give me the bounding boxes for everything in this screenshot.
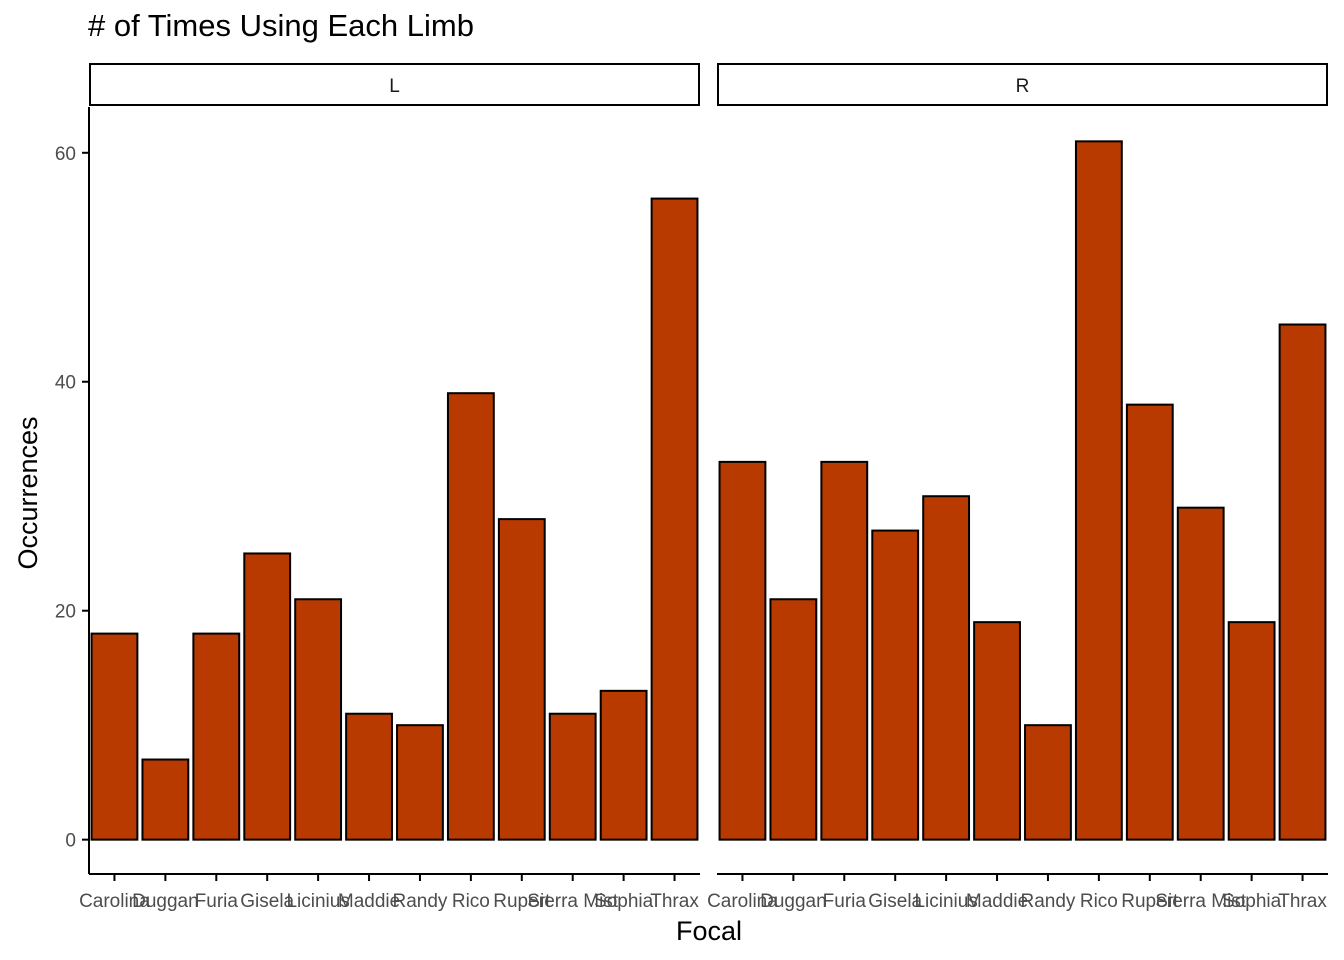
bar xyxy=(973,621,1021,841)
bar xyxy=(820,460,869,841)
bar xyxy=(141,758,190,841)
y-axis: 0 20 40 60 xyxy=(55,107,90,874)
y-tick-label: 60 xyxy=(55,144,76,165)
y-axis-title: Occurrences xyxy=(13,416,43,569)
bar xyxy=(650,197,699,841)
bar xyxy=(769,598,818,841)
x-tick-label: Sophia xyxy=(1222,891,1282,912)
x-tick-label: Duggan xyxy=(760,891,827,912)
x-axis-title: Focal xyxy=(676,916,742,946)
x-tick-label: Randy xyxy=(1020,891,1075,912)
bar xyxy=(446,392,495,841)
bar xyxy=(599,689,648,841)
bar xyxy=(1074,140,1123,841)
x-tick-label: Carolina xyxy=(707,891,778,912)
y-tick-label: 40 xyxy=(55,373,76,394)
bar xyxy=(1176,506,1225,841)
x-tick-label: Gisela xyxy=(240,891,294,912)
y-tick-label: 20 xyxy=(55,602,76,623)
x-tick-label: Sierra Mist xyxy=(1155,891,1247,912)
x-tick-label: Licinius xyxy=(286,891,349,912)
bar xyxy=(1125,403,1174,841)
x-tick-label: Sierra Mist xyxy=(527,891,619,912)
x-tick-label: Thrax xyxy=(1278,891,1327,912)
facet-strip-label: R xyxy=(1016,76,1030,97)
bar xyxy=(922,495,971,841)
facet-strip xyxy=(717,63,1328,106)
bar xyxy=(1227,621,1276,841)
x-tick-label: Rupert xyxy=(1121,891,1179,912)
bar xyxy=(243,552,292,841)
bar xyxy=(548,712,597,841)
x-tick-label: Thrax xyxy=(650,891,699,912)
x-tick-label: Rico xyxy=(1080,891,1118,912)
bar xyxy=(396,724,444,841)
x-tick-label: Rupert xyxy=(493,891,551,912)
bar xyxy=(192,632,241,841)
x-tick-label: Furia xyxy=(823,891,867,912)
bar xyxy=(1278,323,1327,841)
y-tick-label: 0 xyxy=(65,831,76,852)
x-tick-label: Furia xyxy=(195,891,239,912)
x-tick-label: Sophia xyxy=(594,891,654,912)
x-tick-label: Maddie xyxy=(338,891,400,912)
bar xyxy=(90,632,139,841)
bar xyxy=(497,518,546,841)
bar xyxy=(345,712,393,841)
bar xyxy=(1024,724,1072,841)
facet-strip xyxy=(89,63,700,106)
bar xyxy=(718,460,767,841)
x-tick-label: Licinius xyxy=(914,891,977,912)
x-tick-label: Randy xyxy=(392,891,447,912)
bar xyxy=(294,598,343,841)
x-tick-label: Duggan xyxy=(132,891,199,912)
facet-strip-label: L xyxy=(389,76,400,97)
x-tick-label: Carolina xyxy=(79,891,150,912)
x-tick-label: Maddie xyxy=(966,891,1028,912)
bar xyxy=(871,529,920,841)
chart-title: # of Times Using Each Limb xyxy=(88,8,474,43)
x-tick-label: Rico xyxy=(452,891,490,912)
x-tick-label: Gisela xyxy=(868,891,922,912)
